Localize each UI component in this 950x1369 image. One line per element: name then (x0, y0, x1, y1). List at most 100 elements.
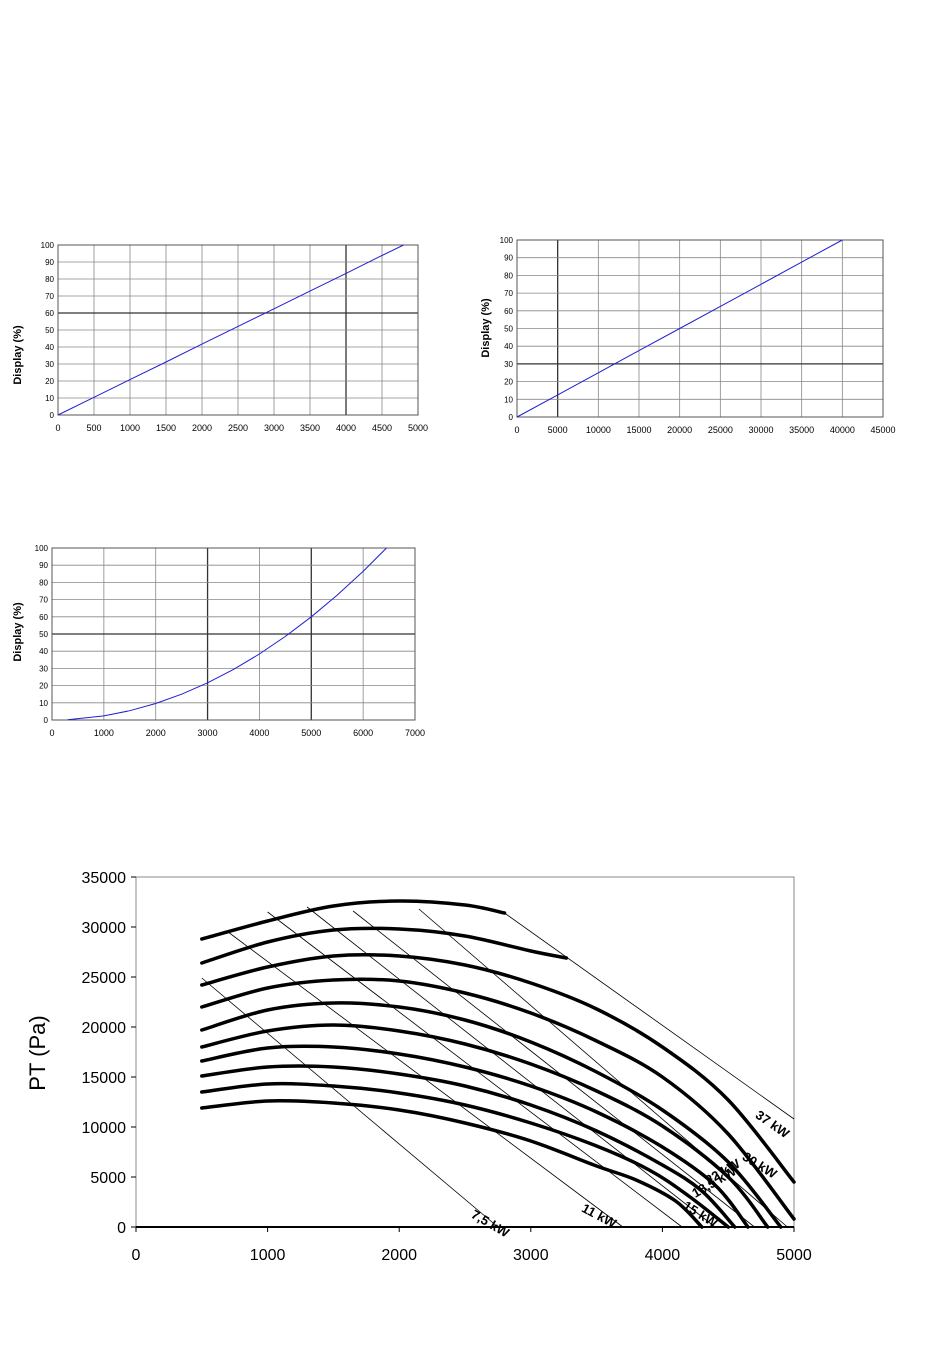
x-tick-label: 2000 (381, 1247, 417, 1264)
y-axis-label: Display (%) (12, 325, 24, 385)
x-tick-label: 2000 (146, 728, 166, 738)
x-tick-label: 1000 (94, 728, 114, 738)
power-line (201, 977, 499, 1228)
display-chart-3: Display (%) 0 1000 2000 3000 4000 5000 6000 700… (12, 544, 425, 738)
x-tick-label: 40000 (830, 425, 855, 435)
fan-curve (200, 899, 507, 941)
fan-curve (200, 953, 796, 1184)
display-chart-1: Display (%) 0 500 1000 1500 2000 2500 3000 3500… (12, 241, 428, 433)
x-tick-label: 1000 (250, 1247, 286, 1264)
x-tick-label: 3000 (513, 1247, 549, 1264)
y-tick-label: 90 (504, 254, 513, 263)
y-tick-label: 0 (117, 1220, 126, 1237)
x-tick-label: 20000 (667, 425, 692, 435)
fan-curve (200, 977, 796, 1221)
y-axis-label: Display (%) (12, 602, 24, 662)
x-tick-label: 500 (86, 423, 101, 433)
fan-performance-chart: PT (Pa) 05000100001500020000250003000035… (25, 870, 812, 1264)
y-tick-label: 10 (504, 395, 513, 404)
fan-curve (200, 1001, 783, 1229)
x-tick-label: 5000 (408, 423, 428, 433)
y-tick-label: 20 (39, 682, 48, 691)
y-tick-label: 80 (45, 275, 54, 284)
power-line (352, 910, 755, 1228)
power-line (504, 912, 795, 1120)
x-tick-label: 10000 (586, 425, 611, 435)
series-line (67, 547, 387, 721)
y-tick-label: 40 (45, 343, 54, 352)
x-tick-label: 5000 (301, 728, 321, 738)
y-tick-label: 50 (504, 325, 513, 334)
y-tick-label: 70 (504, 289, 513, 298)
y-tick-label: 20 (45, 377, 54, 386)
y-tick-label: 25000 (82, 970, 127, 987)
display-chart-2: Display (%) 0 5000 10000 15000 20000 25000 300… (480, 236, 896, 435)
y-tick-label: 90 (45, 258, 54, 267)
fan-curve (200, 1064, 737, 1229)
y-tick-label: 20 (504, 378, 513, 387)
y-tick-label: 15000 (82, 1070, 127, 1087)
y-tick-label: 5000 (90, 1170, 126, 1187)
power-line (306, 906, 716, 1228)
y-tick-label: 30 (45, 360, 54, 369)
x-tick-label: 1000 (120, 423, 140, 433)
x-tick-label: 15000 (626, 425, 651, 435)
y-tick-label: 80 (39, 578, 48, 587)
x-tick-label: 0 (514, 425, 519, 435)
y-tick-label: 100 (500, 236, 514, 245)
power-label: 7,5 kW (469, 1207, 513, 1241)
y-tick-label: 50 (39, 630, 48, 639)
y-tick-label: 10 (45, 394, 54, 403)
y-tick-label: 10 (39, 699, 48, 708)
x-tick-label: 2000 (192, 423, 212, 433)
y-tick-label: 60 (504, 307, 513, 316)
x-tick-label: 5000 (548, 425, 568, 435)
y-tick-label: 0 (44, 716, 49, 725)
y-axis-label: PT (Pa) (25, 1015, 50, 1090)
x-tick-label: 3000 (264, 423, 284, 433)
y-tick-label: 60 (45, 309, 54, 318)
y-tick-label: 35000 (82, 870, 127, 887)
y-tick-label: 30 (504, 360, 513, 369)
y-tick-label: 60 (39, 613, 48, 622)
x-tick-label: 4000 (645, 1247, 681, 1264)
y-tick-label: 100 (35, 544, 49, 553)
y-tick-label: 70 (45, 292, 54, 301)
y-axis-label: Display (%) (480, 298, 492, 358)
y-tick-label: 40 (504, 342, 513, 351)
fan-curve (200, 1099, 704, 1229)
x-tick-label: 25000 (708, 425, 733, 435)
x-tick-label: 45000 (870, 425, 895, 435)
x-tick-label: 35000 (789, 425, 814, 435)
plot-area (51, 547, 416, 721)
y-tick-label: 90 (39, 561, 48, 570)
y-tick-label: 30000 (82, 920, 127, 937)
y-tick-label: 70 (39, 596, 48, 605)
x-tick-label: 3500 (300, 423, 320, 433)
y-tick-label: 0 (50, 411, 55, 420)
x-tick-label: 4500 (372, 423, 392, 433)
x-tick-label: 7000 (405, 728, 425, 738)
x-tick-label: 0 (132, 1247, 141, 1264)
x-tick-label: 4000 (336, 423, 356, 433)
y-tick-label: 50 (45, 326, 54, 335)
y-tick-label: 80 (504, 271, 513, 280)
y-tick-label: 20000 (82, 1020, 127, 1037)
series-line (57, 244, 404, 416)
fan-curve (200, 1081, 730, 1229)
y-tick-label: 0 (509, 413, 514, 422)
y-tick-label: 40 (39, 647, 48, 656)
x-tick-label: 6000 (353, 728, 373, 738)
x-tick-label: 1500 (156, 423, 176, 433)
x-tick-label: 30000 (748, 425, 773, 435)
fan-curve (200, 926, 569, 965)
fan-curve (200, 1044, 750, 1229)
x-tick-label: 5000 (776, 1247, 812, 1264)
series-line (516, 239, 843, 418)
y-tick-label: 30 (39, 664, 48, 673)
plot-area (516, 239, 884, 418)
fan-curve (200, 1023, 770, 1229)
x-tick-label: 2500 (228, 423, 248, 433)
x-tick-label: 0 (49, 728, 54, 738)
y-tick-label: 10000 (82, 1120, 127, 1137)
